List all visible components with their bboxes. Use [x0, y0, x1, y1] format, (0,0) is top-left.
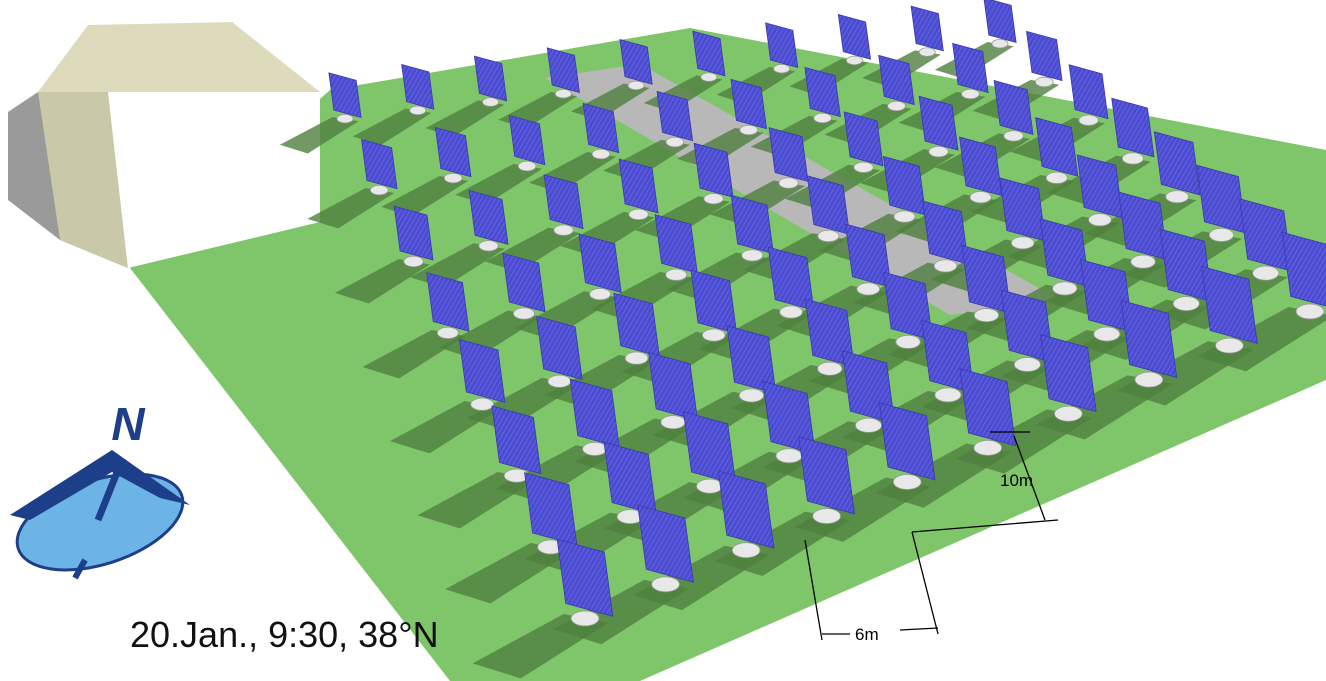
tracker-base — [1166, 191, 1189, 203]
tracker-base — [970, 192, 991, 203]
tracker-base — [1173, 297, 1199, 311]
tracker-base — [813, 509, 841, 524]
tracker-base — [1053, 282, 1077, 295]
tracker-base — [896, 335, 920, 348]
tracker-base — [444, 173, 462, 183]
tracker-base — [702, 329, 725, 341]
tracker-base — [894, 211, 915, 222]
tracker-base — [740, 125, 758, 135]
tracker-base — [855, 418, 881, 432]
tracker-base — [592, 149, 610, 159]
tracker-base — [337, 114, 353, 123]
tracker-base — [628, 81, 644, 90]
tracker-base — [1253, 266, 1279, 280]
compass-label: N — [111, 398, 145, 450]
tracker-base — [1011, 237, 1034, 249]
tracker-base — [625, 352, 648, 364]
tracker-base — [701, 73, 717, 82]
tracker-base — [1209, 228, 1233, 241]
tracker-base — [934, 260, 957, 272]
tracker-base — [739, 389, 763, 402]
tracker-base — [554, 225, 573, 235]
tracker-base — [888, 101, 906, 111]
tracker-base — [471, 398, 494, 410]
tracker-base — [935, 388, 961, 402]
tracker-base — [919, 48, 935, 57]
scene: 10m 6m N 20.Jan., 9:30, 38°N — [0, 0, 1326, 681]
tracker-base — [1216, 338, 1244, 353]
tracker-base — [857, 283, 880, 295]
tracker-base — [779, 178, 798, 188]
tracker-base — [571, 611, 599, 626]
tracker-base — [518, 161, 536, 171]
tracker-base — [583, 442, 607, 455]
tracker-base — [697, 479, 723, 493]
tracker-base — [854, 162, 873, 172]
solar-panel — [984, 0, 1016, 42]
tracker-base — [1079, 115, 1098, 125]
tracker-base — [929, 146, 948, 156]
compass: N — [5, 398, 195, 589]
tracker-base — [590, 288, 611, 299]
tracker-base — [974, 309, 998, 322]
tracker-base — [652, 577, 680, 592]
page: 10m 6m N 20.Jan., 9:30, 38°N (() => { co… — [0, 0, 1326, 681]
tracker-base — [404, 256, 423, 266]
tracker-base — [666, 269, 687, 280]
solar-panel — [1026, 31, 1062, 80]
column-spacing-label: 6m — [855, 625, 879, 644]
tracker-base — [992, 39, 1008, 48]
tracker-base — [1054, 406, 1082, 421]
tracker-base — [555, 89, 571, 98]
tracker-base — [776, 449, 802, 463]
solar-panel — [838, 15, 870, 60]
tracker-base — [774, 64, 790, 73]
building-top — [38, 22, 320, 92]
tracker-base — [1094, 327, 1120, 341]
tracker-base — [437, 327, 458, 338]
tracker-base — [846, 56, 862, 65]
caption: 20.Jan., 9:30, 38°N — [130, 614, 439, 655]
tracker-base — [704, 193, 723, 203]
tracker-base — [666, 137, 684, 147]
tracker-base — [410, 106, 426, 115]
row-spacing-label: 10m — [1000, 471, 1033, 490]
tracker-base — [1135, 372, 1163, 387]
tracker-base — [479, 241, 498, 251]
tracker-base — [742, 250, 763, 261]
tracker-base — [1014, 357, 1040, 371]
tracker-base — [818, 230, 839, 241]
tracker-base — [482, 98, 498, 107]
tracker-base — [1122, 153, 1143, 164]
tracker-base — [1035, 77, 1053, 87]
tracker-base — [962, 89, 980, 99]
tracker-base — [1004, 131, 1023, 141]
tracker-base — [513, 308, 534, 319]
tracker-base — [974, 440, 1002, 455]
tracker-base — [814, 113, 832, 123]
tracker-base — [1089, 214, 1112, 226]
tracker-base — [370, 185, 388, 195]
tracker-base — [548, 375, 571, 387]
solar-panel — [911, 6, 943, 51]
tracker-base — [1046, 172, 1067, 183]
tracker-base — [818, 362, 842, 375]
tracker-base — [732, 543, 760, 558]
tracker-base — [780, 306, 803, 318]
tracker-base — [1131, 255, 1155, 268]
tracker-base — [661, 416, 685, 429]
tracker-base — [629, 209, 648, 219]
tracker-base — [893, 474, 921, 489]
tracker-base — [1296, 304, 1324, 319]
